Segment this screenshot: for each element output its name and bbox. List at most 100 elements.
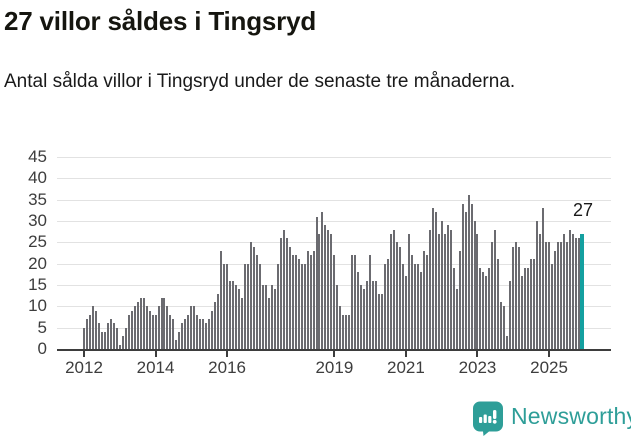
bar	[518, 246, 521, 349]
bar	[220, 250, 223, 349]
bar	[243, 263, 246, 349]
bar	[285, 238, 288, 349]
bar	[539, 233, 542, 349]
bar	[410, 255, 413, 349]
bar	[175, 340, 178, 349]
bar	[524, 267, 527, 349]
bar	[345, 314, 348, 349]
bar	[300, 263, 303, 349]
bar	[482, 272, 485, 349]
bar	[577, 238, 580, 349]
bar	[479, 267, 482, 349]
bar	[470, 203, 473, 349]
bar	[112, 323, 115, 349]
bar	[297, 259, 300, 349]
bar	[226, 263, 229, 349]
bar	[121, 336, 124, 349]
bar	[536, 221, 539, 349]
bar	[357, 272, 360, 349]
bar	[309, 255, 312, 349]
bar	[273, 289, 276, 349]
x-axis-tick	[404, 351, 407, 357]
bar	[202, 319, 205, 349]
x-axis-tick	[154, 351, 157, 357]
bar	[521, 276, 524, 349]
bar	[100, 331, 103, 349]
y-axis-tick-label: 25	[28, 232, 47, 252]
bar	[217, 293, 220, 349]
bar	[551, 263, 554, 349]
bar	[533, 259, 536, 349]
bar	[196, 314, 199, 349]
bar	[181, 323, 184, 349]
bar	[223, 263, 226, 349]
bar	[428, 229, 431, 349]
bar	[381, 293, 384, 349]
newsworthy-logo: Newsworthy	[472, 401, 631, 436]
bar	[83, 327, 85, 349]
gridline	[57, 157, 611, 158]
y-axis-tick-label: 40	[28, 168, 47, 188]
bar	[446, 225, 449, 349]
bar	[372, 280, 375, 349]
newsworthy-logo-icon	[473, 401, 503, 436]
bar	[321, 212, 324, 349]
bar	[512, 246, 515, 349]
bar	[416, 263, 419, 349]
bar	[390, 233, 393, 349]
x-axis-tick-label: 2014	[136, 358, 175, 377]
bar	[205, 323, 208, 349]
page-title: 27 villor såldes i Tingsryd	[4, 6, 317, 36]
bar	[339, 306, 342, 349]
y-axis-tick-label: 20	[28, 253, 47, 273]
bar	[449, 229, 452, 349]
bar	[398, 246, 401, 349]
bar	[500, 302, 503, 349]
bar	[419, 272, 422, 349]
bar	[133, 306, 136, 349]
y-axis-tick-label: 10	[28, 296, 47, 316]
bar	[354, 255, 357, 349]
bar	[491, 242, 494, 349]
bar	[556, 242, 559, 349]
bar	[506, 336, 509, 349]
y-axis-tick-label: 30	[28, 211, 47, 230]
bar	[235, 285, 238, 349]
bar	[214, 302, 217, 349]
bar	[157, 306, 160, 349]
bar	[342, 314, 345, 349]
gridline	[57, 221, 611, 222]
bar	[163, 297, 166, 349]
bar	[476, 233, 479, 349]
bar	[148, 310, 151, 349]
bar	[246, 263, 249, 349]
gridline	[57, 199, 611, 201]
bar	[545, 242, 548, 349]
bar	[240, 297, 243, 349]
bar	[565, 242, 568, 349]
bar	[503, 306, 506, 349]
bar	[542, 208, 545, 349]
bar	[151, 314, 154, 349]
bar	[279, 238, 282, 349]
bar	[85, 319, 88, 349]
bar	[396, 242, 398, 349]
newsworthy-wordmark: Newsworthy	[511, 403, 631, 429]
bar	[199, 319, 202, 349]
bar	[312, 250, 315, 349]
bar	[333, 255, 336, 349]
bar	[437, 233, 440, 349]
bar	[473, 221, 476, 349]
x-axis-tick-label: 2012	[65, 358, 103, 377]
bar	[494, 229, 497, 349]
bar	[348, 314, 351, 349]
bar	[306, 250, 309, 349]
bar	[515, 242, 518, 349]
bar	[270, 285, 273, 349]
x-axis-tick	[83, 351, 85, 357]
bar	[172, 319, 175, 349]
bar	[464, 212, 467, 349]
bar	[118, 344, 121, 349]
bar	[91, 306, 94, 349]
bar	[154, 314, 157, 349]
